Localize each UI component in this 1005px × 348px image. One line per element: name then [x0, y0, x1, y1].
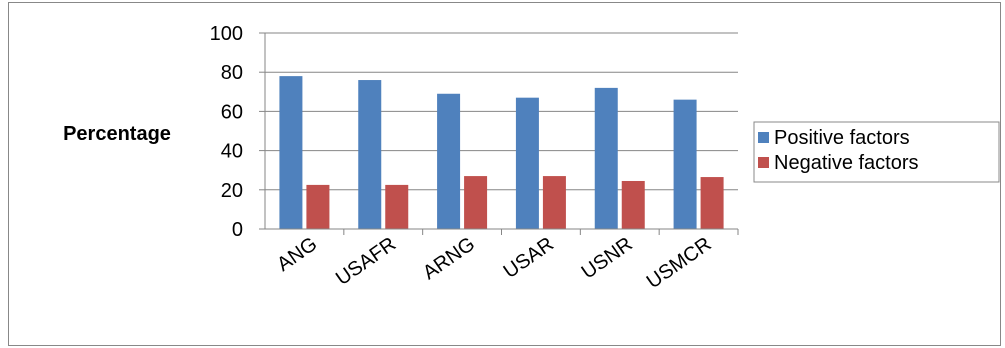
bar-negative-usar — [542, 176, 566, 229]
legend-swatch — [758, 132, 769, 143]
axes — [259, 32, 739, 235]
bar-positive-usnr — [594, 87, 618, 229]
bar-positive-usmcr — [673, 99, 697, 229]
y-tick-label: 0 — [232, 219, 243, 241]
legend-label: Positive factors — [774, 127, 910, 149]
y-tick-labels: 0 20 40 60 80 100 — [210, 23, 243, 241]
legend-label: Negative factors — [774, 152, 919, 174]
bar-negative-usafr — [385, 184, 409, 229]
y-tick-label: 100 — [210, 23, 243, 45]
bar-negative-arng — [464, 176, 488, 229]
y-tick-label: 60 — [221, 101, 243, 123]
y-tick-label: 20 — [221, 180, 243, 202]
bar-positive-usafr — [358, 80, 382, 229]
legend-swatch — [758, 157, 769, 168]
bar-positive-usar — [515, 97, 539, 230]
bar-positive-ang — [279, 76, 303, 230]
y-tick-label: 80 — [221, 62, 243, 84]
bars — [279, 76, 724, 230]
bar-negative-usmcr — [700, 177, 724, 229]
y-axis-label: Percentage — [63, 123, 171, 145]
legend: Positive factors Negative factors — [753, 121, 1000, 183]
legend-box — [753, 121, 1000, 183]
bar-positive-arng — [437, 93, 461, 229]
y-tick-label: 40 — [221, 141, 243, 163]
gridlines — [265, 32, 738, 191]
bar-negative-usnr — [621, 180, 645, 229]
bar-negative-ang — [306, 184, 330, 229]
